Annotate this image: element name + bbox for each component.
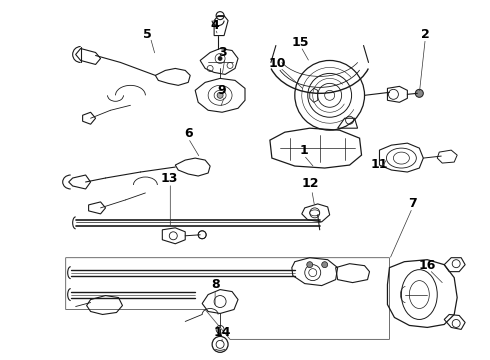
Circle shape <box>218 57 222 60</box>
Circle shape <box>322 262 328 268</box>
Circle shape <box>416 89 423 97</box>
Text: 9: 9 <box>218 84 226 97</box>
Text: 8: 8 <box>211 278 220 291</box>
Text: 10: 10 <box>268 57 286 70</box>
Text: 3: 3 <box>218 46 226 59</box>
Text: 16: 16 <box>418 259 436 272</box>
Text: 15: 15 <box>292 36 310 49</box>
Text: 1: 1 <box>299 144 308 157</box>
Text: 14: 14 <box>213 326 231 339</box>
Text: 6: 6 <box>184 127 193 140</box>
Text: 13: 13 <box>161 171 178 185</box>
Text: 11: 11 <box>371 158 388 171</box>
Text: 12: 12 <box>302 177 319 190</box>
Circle shape <box>307 262 313 268</box>
Circle shape <box>217 92 223 98</box>
Text: 4: 4 <box>211 19 220 32</box>
Text: 2: 2 <box>421 28 430 41</box>
Text: 5: 5 <box>143 28 152 41</box>
Text: 7: 7 <box>408 197 416 210</box>
